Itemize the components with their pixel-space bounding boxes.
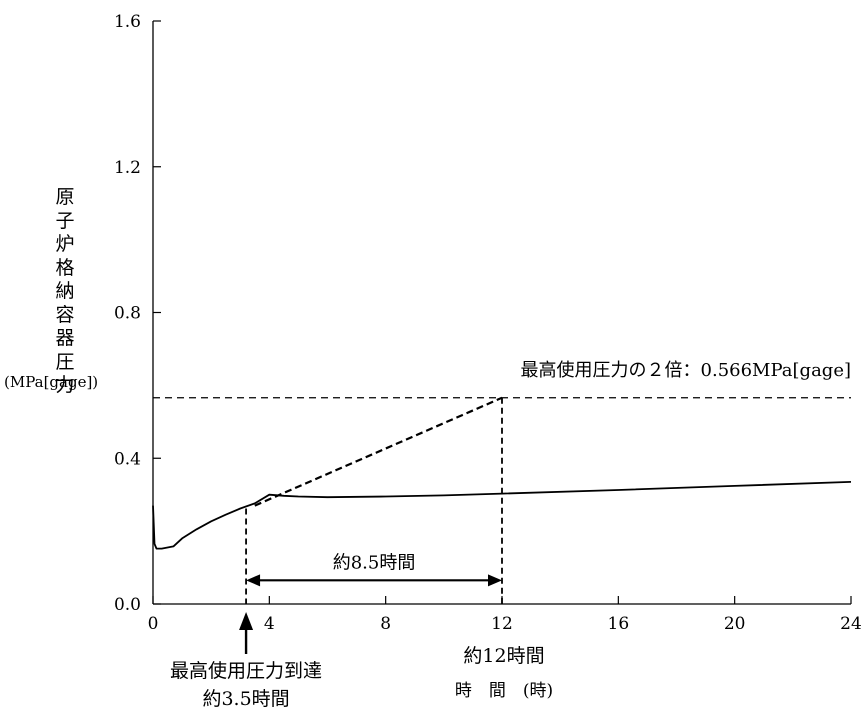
extrapolation-line	[254, 396, 503, 507]
x-tick-label: 16	[608, 614, 630, 634]
reference-line-label: 最高使用圧力の２倍：0.566MPa[gage]	[521, 360, 851, 381]
x-tick-label: 20	[724, 614, 746, 634]
y-tick-label: 0.4	[114, 449, 141, 469]
chart-series	[152, 481, 852, 550]
x-tick-label: 12	[491, 614, 513, 634]
y-tick-label: 0.0	[114, 595, 141, 615]
chart-axes	[152, 21, 851, 605]
y-tick-label: 1.2	[114, 158, 141, 178]
x-axis-label: 時 間 (時)	[455, 681, 553, 701]
y-axis-unit: (MPa[gage])	[4, 373, 99, 391]
chart-reference-lines: 最高使用圧力の２倍：0.566MPa[gage]	[153, 360, 851, 604]
pressure-series-line	[152, 481, 852, 550]
x-tick-label: 4	[264, 614, 275, 634]
duration-arrow-head-right	[488, 574, 502, 587]
marker-label-line1: 最高使用圧力到達	[170, 660, 322, 682]
x-tick-label: 0	[148, 614, 159, 634]
marker-arrow-head	[239, 612, 254, 630]
duration-arrow-head-left	[246, 574, 261, 587]
y-tick-label: 1.6	[114, 12, 141, 32]
x-tick-label: 8	[380, 614, 391, 634]
x-tick-label: 24	[840, 614, 862, 634]
marker-label-line2: 約3.5時間	[202, 688, 289, 710]
duration-label: 約8.5時間	[333, 552, 416, 573]
chart-ticks: 0.0 0.4 0.8 1.2 1.6 0 4 8 12 16 20 24	[114, 12, 862, 634]
y-tick-label: 0.8	[114, 304, 141, 324]
marker-12h-label: 約12時間	[463, 645, 544, 667]
y-axis-label: 原子炉格納容器圧力	[55, 186, 75, 396]
